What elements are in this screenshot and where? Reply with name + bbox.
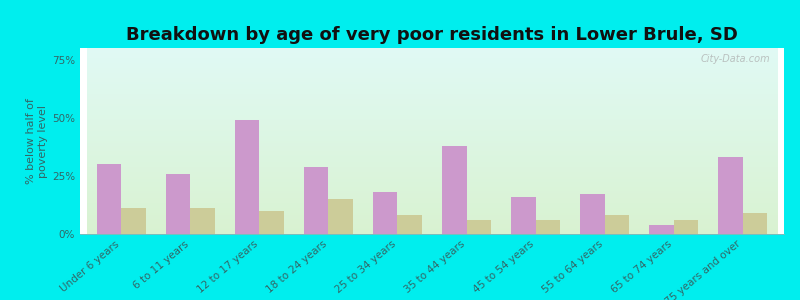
Text: City-Data.com: City-Data.com [700, 54, 770, 64]
Bar [580, 194, 605, 234]
Title: Breakdown by age of very poor residents in Lower Brule, SD: Breakdown by age of very poor residents … [126, 26, 738, 44]
Bar [718, 157, 742, 234]
Bar [166, 173, 190, 234]
Bar [122, 208, 146, 234]
Bar [374, 192, 398, 234]
Bar [742, 213, 766, 234]
Bar [235, 120, 259, 234]
Bar [511, 197, 535, 234]
Bar [304, 167, 329, 234]
Bar [605, 215, 629, 234]
Y-axis label: % below half of
poverty level: % below half of poverty level [26, 98, 48, 184]
Bar [98, 164, 122, 234]
Bar [259, 211, 284, 234]
Bar [650, 225, 674, 234]
Bar [535, 220, 560, 234]
Bar [466, 220, 490, 234]
Bar [329, 199, 353, 234]
Bar [398, 215, 422, 234]
Bar [442, 146, 466, 234]
Bar [190, 208, 214, 234]
Bar [674, 220, 698, 234]
